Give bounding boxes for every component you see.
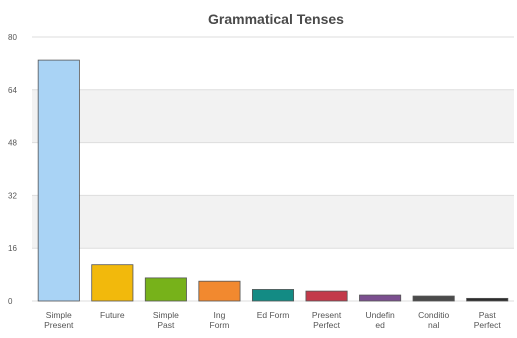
x-tick-label: Simple Present [44, 310, 74, 330]
x-tick-label: Past Perfect [474, 310, 502, 330]
bar-ing-form[interactable] [198, 280, 241, 302]
chart-title: Grammatical Tenses [208, 11, 344, 27]
chart-bands [32, 89, 514, 249]
bar-simple-present[interactable] [37, 59, 80, 302]
y-axis: 0 16 32 48 64 80 [8, 33, 17, 306]
bar-conditional[interactable] [412, 295, 455, 302]
x-tick-label: Ing Form [210, 310, 230, 330]
chart-gridlines [32, 36, 514, 302]
y-tick-label: 64 [8, 86, 17, 95]
bar-ed-form[interactable] [251, 289, 295, 302]
y-tick-label: 0 [8, 297, 13, 306]
x-tick-label: Future [100, 310, 125, 320]
bar-simple-past[interactable] [144, 277, 187, 302]
x-tick-label: Ed Form [257, 310, 290, 320]
bar-future[interactable] [91, 264, 134, 302]
x-tick-label: Conditio nal [418, 310, 449, 330]
x-tick-label: Simple Past [153, 310, 179, 330]
chart-band [32, 195, 514, 249]
chart-band [32, 89, 514, 143]
bar-series [37, 59, 509, 302]
x-tick-label: Undefin ed [365, 310, 395, 330]
bar-present-perfect[interactable] [305, 290, 348, 302]
y-tick-label: 16 [8, 244, 17, 253]
bar-undefined[interactable] [359, 294, 402, 302]
y-tick-label: 80 [8, 33, 17, 42]
bar-past-perfect[interactable] [466, 297, 509, 302]
y-tick-label: 48 [8, 139, 17, 148]
x-tick-label: Present Perfect [312, 310, 342, 330]
y-tick-label: 32 [8, 191, 17, 200]
x-axis: Simple Present Future Simple Past Ing Form Ed F… [44, 310, 501, 330]
